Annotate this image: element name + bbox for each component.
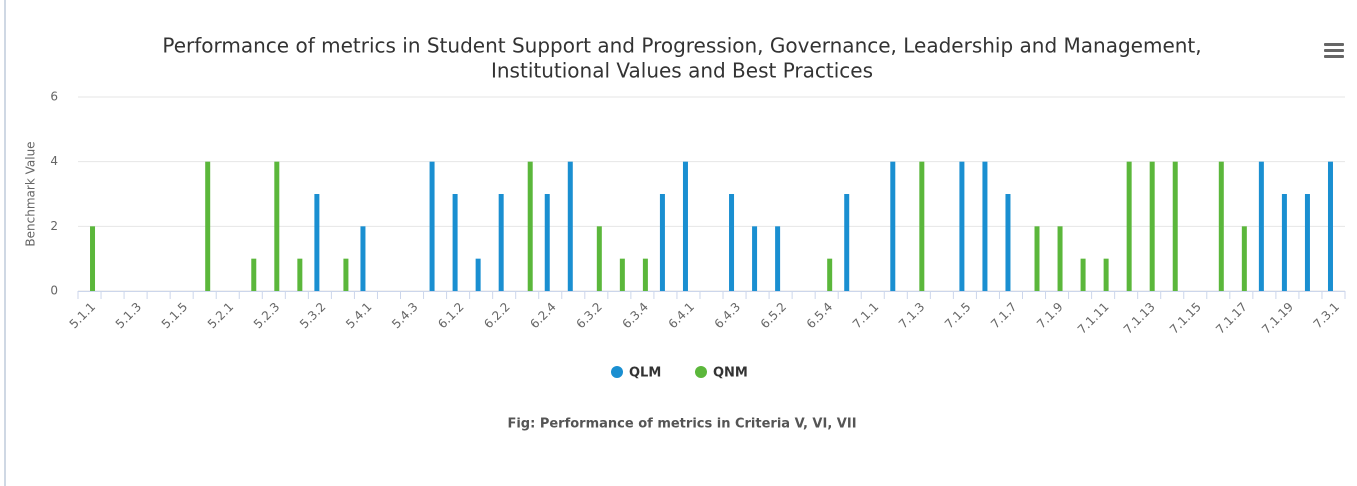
bar	[659, 194, 665, 291]
bar	[475, 258, 481, 291]
bar	[1304, 194, 1310, 291]
x-tick-label: 5.1.1	[67, 300, 98, 331]
bar	[527, 161, 533, 291]
caption: Fig: Performance of metrics in Criteria …	[507, 417, 856, 432]
bar	[1258, 161, 1264, 291]
bar	[452, 194, 458, 291]
legend-item[interactable]: QNM	[695, 366, 748, 381]
bar	[827, 258, 833, 291]
bar	[1327, 161, 1333, 291]
bar	[682, 161, 688, 291]
bar	[642, 258, 648, 291]
legend-symbol	[695, 366, 707, 378]
bar	[729, 194, 735, 291]
x-tick-label: 5.2.3	[251, 300, 282, 331]
bar	[959, 161, 965, 291]
x-tick-label: 7.1.3	[896, 300, 927, 331]
bar	[1172, 161, 1178, 291]
bar	[498, 194, 504, 291]
bar	[251, 258, 257, 291]
menu-button[interactable]	[1324, 43, 1344, 58]
bar	[1149, 161, 1155, 291]
chart-title: Performance of metrics in Student Suppor…	[162, 34, 1201, 58]
bar	[205, 161, 211, 291]
bar	[343, 258, 349, 291]
bar	[90, 226, 96, 291]
bar	[619, 258, 625, 291]
x-tick-label: 7.1.11	[1075, 300, 1112, 337]
x-tick-label: 5.2.1	[205, 300, 236, 331]
legend-label: QNM	[713, 366, 748, 381]
menu-bar	[1324, 55, 1344, 58]
bar	[1126, 161, 1132, 291]
y-tick-label: 6	[50, 90, 58, 104]
bar	[775, 226, 781, 291]
bar	[567, 161, 573, 291]
y-axis-title: Benchmark Value	[24, 141, 38, 246]
y-tick-label: 4	[50, 154, 58, 168]
x-tick-label: 6.2.2	[481, 300, 512, 331]
bar	[297, 258, 303, 291]
bar	[752, 226, 758, 291]
x-tick-label: 7.3.1	[1311, 300, 1342, 331]
x-tick-label: 7.1.15	[1167, 300, 1204, 337]
bar	[919, 161, 925, 291]
x-tick-label: 7.1.9	[1034, 300, 1065, 331]
x-tick-label: 5.1.5	[159, 300, 190, 331]
x-tick-label: 5.4.1	[343, 300, 374, 331]
bar	[274, 161, 280, 291]
bar	[1005, 194, 1011, 291]
x-tick-label: 6.3.2	[573, 300, 604, 331]
legend-item[interactable]: QLM	[611, 366, 661, 381]
menu-bar	[1324, 49, 1344, 52]
bar	[1080, 258, 1086, 291]
x-tick-label: 7.1.5	[942, 300, 973, 331]
x-tick-label: 6.5.2	[758, 300, 789, 331]
x-tick-label: 6.4.3	[712, 300, 743, 331]
y-tick-label: 0	[50, 284, 58, 298]
bar	[1281, 194, 1287, 291]
x-tick-label: 6.3.4	[619, 300, 650, 331]
x-tick-label: 7.1.1	[850, 300, 881, 331]
x-tick-label: 6.5.4	[804, 300, 835, 331]
x-tick-label: 5.1.3	[113, 300, 144, 331]
x-tick-label: 6.4.1	[666, 300, 697, 331]
bar	[1103, 258, 1109, 291]
legend-symbol	[611, 366, 623, 378]
bar	[544, 194, 550, 291]
bar	[429, 161, 435, 291]
bar	[890, 161, 896, 291]
x-tick-label: 7.1.7	[988, 300, 1019, 331]
x-tick-label: 7.1.19	[1259, 300, 1296, 337]
x-tick-label: 6.2.4	[527, 300, 558, 331]
bar	[1057, 226, 1063, 291]
bar	[314, 194, 320, 291]
x-tick-label: 5.4.3	[389, 300, 420, 331]
x-tick-label: 7.1.13	[1121, 300, 1158, 337]
bar	[1241, 226, 1247, 291]
x-tick-label: 6.1.2	[435, 300, 466, 331]
x-tick-label: 5.3.2	[297, 300, 328, 331]
bar	[982, 161, 988, 291]
menu-bar	[1324, 43, 1344, 46]
y-tick-label: 2	[50, 219, 58, 233]
bar	[360, 226, 366, 291]
bar	[1034, 226, 1040, 291]
x-tick-label: 7.1.17	[1213, 300, 1250, 337]
bar	[844, 194, 850, 291]
bar	[596, 226, 602, 291]
legend-label: QLM	[629, 366, 661, 381]
bar	[1218, 161, 1224, 291]
chart-title: Institutional Values and Best Practices	[491, 59, 873, 83]
